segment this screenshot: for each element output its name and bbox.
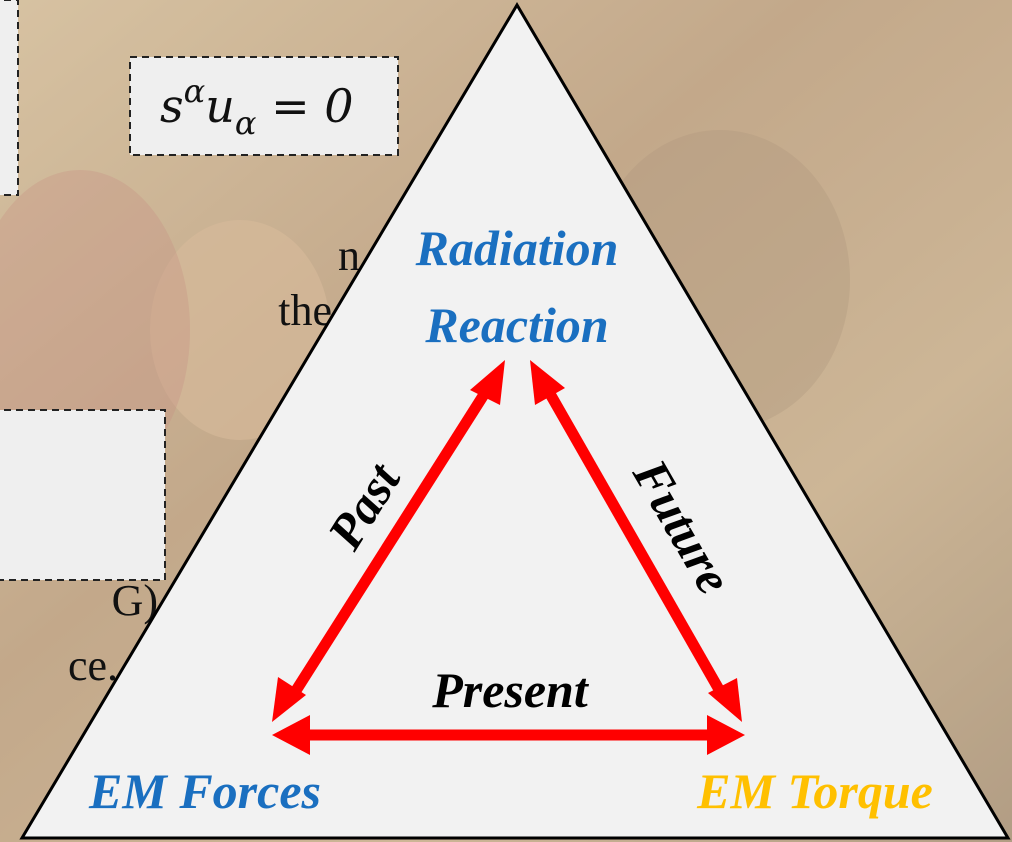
text-fragment: G) (112, 576, 158, 625)
text-fragment: n (338, 231, 360, 280)
node-top-label: Radiation (415, 220, 619, 276)
equation-box (129, 56, 399, 156)
eq-part: u (205, 79, 235, 133)
partial-box (0, 0, 19, 196)
arrow-head (707, 715, 745, 755)
photo-face (150, 220, 330, 440)
node-right-label: EM Torque (696, 763, 933, 819)
arrow-past (285, 382, 495, 703)
node-top-label: Reaction (424, 297, 608, 353)
eq-sub: α (235, 104, 257, 142)
partial-box (0, 409, 166, 581)
arrow-future (540, 382, 730, 703)
arrow-head (708, 678, 742, 722)
arrow-head (272, 715, 310, 755)
arrows (285, 382, 730, 741)
equation: sαuα = 0 (160, 72, 354, 142)
text-fragment: the (278, 286, 332, 335)
arrow-head (530, 360, 565, 405)
eq-part: s (160, 79, 184, 133)
edge-label: Present (431, 662, 590, 718)
arrow-heads (272, 360, 745, 755)
eq-sup: α (184, 72, 206, 110)
eq-part: = 0 (256, 79, 353, 133)
text-fragment: ce. (68, 641, 118, 690)
node-left-label: EM Forces (88, 763, 321, 819)
arrow-head (470, 360, 505, 405)
triangle (19, 2, 1011, 840)
arrow-head (272, 677, 306, 722)
